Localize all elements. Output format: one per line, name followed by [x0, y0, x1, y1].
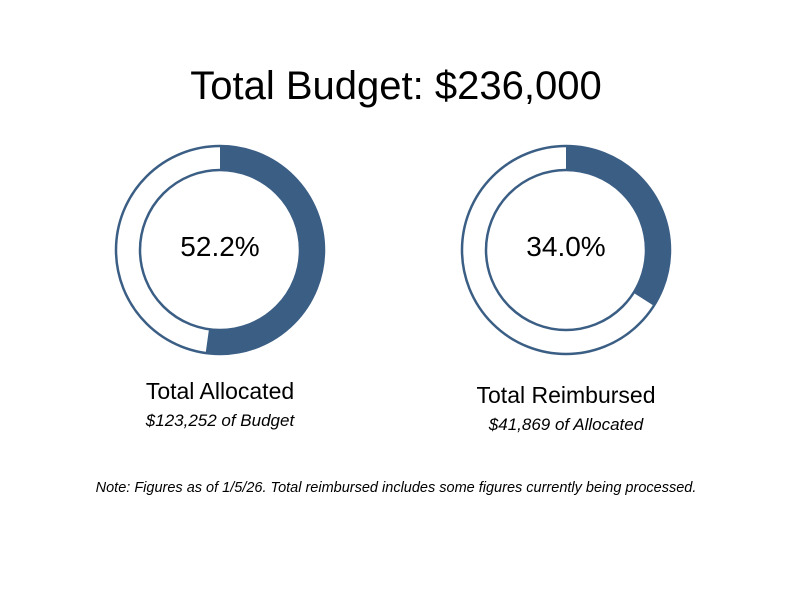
donut-svg-allocated [114, 144, 326, 356]
reimbursed-title: Total Reimbursed [476, 382, 656, 408]
allocated-title: Total Allocated [145, 378, 295, 404]
donut-chart-reimbursed: 34.0% Total Reimbursed $41,869 of Alloca… [436, 140, 696, 440]
donut-chart-allocated: 52.2% Total Allocated $123,252 of Budget [90, 140, 350, 440]
page-title: Total Budget: $236,000 [190, 64, 602, 108]
donut-svg-reimbursed [460, 144, 672, 356]
footnote: Note: Figures as of 1/5/26. Total reimbu… [95, 480, 697, 496]
reimbursed-subtitle: $41,869 of Allocated [488, 415, 644, 434]
donut-slice-allocated [205, 146, 324, 354]
allocated-percent-label: 52.2% [180, 231, 260, 262]
reimbursed-percent-label: 34.0% [526, 231, 606, 262]
allocated-subtitle: $123,252 of Budget [145, 411, 295, 430]
donut-slice-reimbursed [566, 146, 670, 306]
